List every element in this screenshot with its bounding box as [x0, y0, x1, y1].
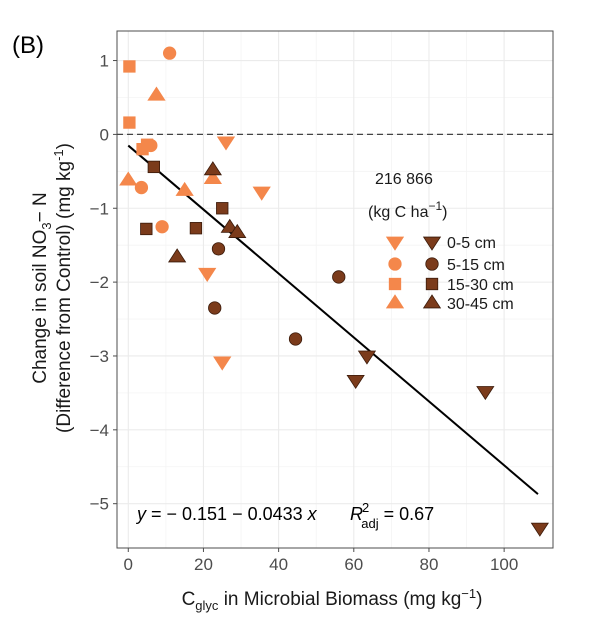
y-tick-label: 1 [100, 52, 109, 71]
legend-key-866-circle [425, 257, 439, 271]
eq-var: x [307, 504, 318, 524]
line-layer [117, 133, 553, 495]
x-title-prefix: C [182, 589, 196, 610]
point-layer [119, 46, 549, 537]
r-sup: 2 [362, 500, 369, 515]
legend-key-216-square [388, 277, 402, 291]
y-title-1-sub: 3 [39, 222, 54, 229]
data-point-triangle-up [203, 170, 222, 185]
x-tick-label: 60 [344, 555, 363, 574]
data-point-circle [155, 220, 169, 234]
regression-equation: y = − 0.151 − 0.0433 x [135, 504, 318, 524]
legend-key-216-circle [388, 257, 402, 271]
axis-layer: 0 20 40 60 80 100 1 0 −1 −2 −3 −4 −5 [90, 30, 554, 574]
data-point-triangle-up [119, 171, 138, 186]
x-tick-label: 80 [420, 555, 439, 574]
data-point-circle [332, 270, 346, 284]
r-value: = 0.67 [379, 504, 435, 524]
y-tick-label: −4 [90, 421, 109, 440]
legend-label-0-5: 0-5 cm [447, 235, 496, 252]
y-tick-label: 0 [100, 125, 109, 144]
x-title-sub: glyc [195, 598, 219, 613]
legend-units-close: ) [442, 204, 447, 221]
y-tick-label: −5 [90, 495, 109, 514]
panel-label: (B) [12, 32, 44, 59]
y-title-2-sup: -1 [51, 149, 66, 161]
x-tick-label: 20 [194, 555, 213, 574]
x-tick-label: 40 [269, 555, 288, 574]
legend-key-866-triangle-down [422, 236, 442, 251]
data-point-triangle-down [357, 350, 377, 365]
legend-units-sup: −1 [428, 199, 442, 213]
y-axis-title-line2: (Difference from Control) (mg kg-1) [51, 143, 75, 433]
x-title-close: ) [476, 589, 482, 610]
data-point-triangle-down [216, 136, 236, 151]
data-point-triangle-up [147, 86, 166, 101]
data-point-square [123, 60, 136, 73]
data-point-square [140, 138, 154, 151]
data-point-triangle-up [168, 248, 187, 263]
data-point-square [140, 222, 153, 236]
y-title-2-close: ) [54, 143, 75, 149]
legend-label-15-30: 15-30 cm [447, 277, 514, 294]
x-tick-label: 0 [124, 555, 133, 574]
y-axis-title-line1: Change in soil NO3− N [30, 192, 54, 384]
r-symbol: R [350, 504, 363, 524]
data-point-square [147, 160, 160, 174]
legend-key-216-triangle-up [385, 294, 405, 309]
data-point-triangle-down [252, 186, 271, 201]
y-axis-title: Change in soil NO3− N (Difference from C… [30, 143, 75, 433]
panel-border [116, 30, 554, 549]
data-point-circle [208, 301, 222, 315]
data-point-triangle-up [203, 161, 222, 176]
legend-label-5-15: 5-15 cm [447, 257, 505, 274]
y-tick-label: −1 [90, 199, 109, 218]
x-axis-title: Cglyc in Microbial Biomass (mg kg−1) [182, 586, 483, 613]
legend: 216 866 (kg C ha−1) 0-5 cm 5-15 cm 15-30… [368, 171, 514, 313]
r-squared: R2 adj = 0.67 [350, 500, 434, 531]
data-point-triangle-down [476, 386, 495, 401]
legend-title-units: (kg C ha−1) [368, 199, 447, 221]
legend-key-866-square [425, 277, 439, 291]
x-title-rest: in Microbial Biomass (mg kg [218, 589, 461, 610]
data-point-triangle-down [198, 267, 217, 282]
y-title-2-prefix: (Difference from Control) (mg kg [54, 161, 75, 433]
data-point-square [216, 202, 229, 215]
y-tick-label: −2 [90, 273, 109, 292]
x-title-sup: −1 [461, 586, 476, 601]
data-point-triangle-down [346, 375, 365, 390]
eq-lhs: y [135, 504, 147, 524]
legend-label-30-45: 30-45 cm [447, 296, 514, 313]
legend-key-866-triangle-up [422, 294, 442, 309]
data-point-circle [288, 332, 303, 346]
y-tick-label: −3 [90, 347, 109, 366]
legend-key-216-triangle-down [385, 236, 405, 251]
data-point-circle [134, 180, 149, 195]
legend-title-rates: 216 866 [375, 171, 433, 188]
y-title-1-rest: − N [30, 192, 51, 222]
data-point-triangle-down [530, 522, 549, 537]
r-sub: adj [361, 516, 378, 531]
data-point-triangle-up [228, 223, 247, 238]
legend-keys [385, 236, 442, 309]
x-tick-label: 100 [490, 555, 518, 574]
data-point-triangle-up [175, 181, 194, 196]
y-title-1-prefix: Change in soil NO [30, 230, 51, 384]
data-point-triangle-down [213, 356, 232, 371]
legend-units-prefix: (kg C ha [368, 204, 429, 221]
data-point-circle [162, 46, 177, 60]
data-point-square [123, 116, 136, 129]
regression-line [127, 144, 539, 495]
data-point-circle [211, 242, 226, 256]
eq-rhs: = − 0.151 − 0.0433 [146, 504, 308, 524]
data-point-square [189, 222, 203, 235]
